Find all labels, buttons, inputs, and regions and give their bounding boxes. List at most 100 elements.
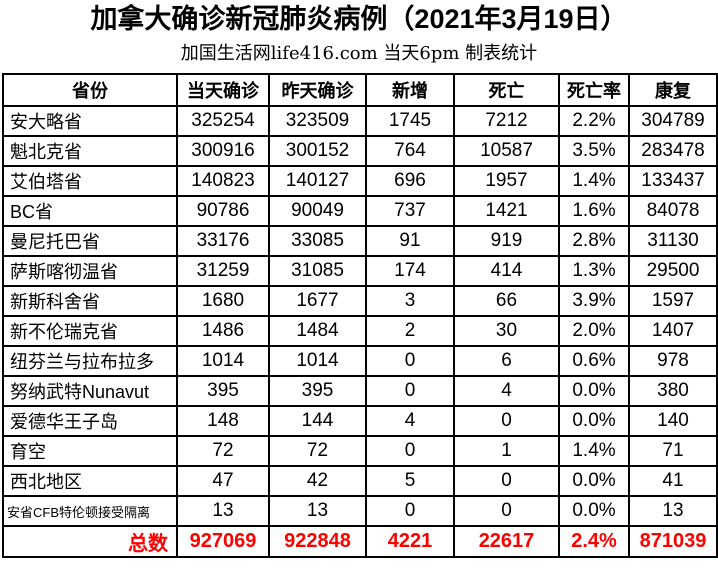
value-cell: 0: [365, 375, 455, 407]
value-cell: 3: [365, 285, 455, 317]
value-cell: 1.3%: [558, 255, 630, 287]
table-row: 曼尼托巴省 33176 33085 91 919 2.8% 31130: [2, 225, 718, 257]
value-cell: 4: [365, 405, 455, 437]
table-row: 纽芬兰与拉布拉多 1014 1014 0 6 0.6% 978: [2, 345, 718, 377]
value-cell: 3.5%: [558, 135, 630, 167]
value-cell: 395: [268, 375, 367, 407]
value-cell: 90049: [268, 195, 367, 227]
value-cell: 380: [628, 375, 718, 407]
table-row: 艾伯塔省 140823 140127 696 1957 1.4% 133437: [2, 165, 718, 197]
value-cell: 13: [268, 495, 367, 527]
value-cell: 90786: [176, 195, 270, 227]
province-cell: 西北地区: [2, 465, 178, 497]
value-cell: 144: [268, 405, 367, 437]
value-cell: 1486: [176, 315, 270, 347]
value-cell: 922848: [268, 525, 367, 558]
value-cell: 1484: [268, 315, 367, 347]
value-cell: 0: [453, 405, 560, 437]
header-cell-4: 死亡: [453, 73, 560, 107]
province-cell: 努纳武特Nunavut: [2, 375, 178, 407]
value-cell: 325254: [176, 105, 270, 137]
value-cell: 47: [176, 465, 270, 497]
value-cell: 6: [453, 345, 560, 377]
value-cell: 1014: [176, 345, 270, 377]
value-cell: 72: [176, 435, 270, 467]
value-cell: 41: [628, 465, 718, 497]
province-cell: 新不伦瑞克省: [2, 315, 178, 347]
total-label: 总数: [2, 525, 178, 558]
value-cell: 174: [365, 255, 455, 287]
value-cell: 1.4%: [558, 165, 630, 197]
value-cell: 4: [453, 375, 560, 407]
value-cell: 0.0%: [558, 375, 630, 407]
value-cell: 1: [453, 435, 560, 467]
table-row: 萨斯喀彻温省 31259 31085 174 414 1.3% 29500: [2, 255, 718, 287]
value-cell: 2: [365, 315, 455, 347]
province-cell: 萨斯喀彻温省: [2, 255, 178, 287]
value-cell: 323509: [268, 105, 367, 137]
value-cell: 4221: [365, 525, 455, 558]
value-cell: 71: [628, 435, 718, 467]
value-cell: 414: [453, 255, 560, 287]
value-cell: 31259: [176, 255, 270, 287]
value-cell: 304789: [628, 105, 718, 137]
value-cell: 33176: [176, 225, 270, 257]
total-row: 总数 927069 922848 4221 22617 2.4% 871039: [2, 525, 718, 558]
province-cell: 安大略省: [2, 105, 178, 137]
value-cell: 140823: [176, 165, 270, 197]
value-cell: 1597: [628, 285, 718, 317]
value-cell: 13: [628, 495, 718, 527]
province-cell: 爱德华王子岛: [2, 405, 178, 437]
value-cell: 2.0%: [558, 315, 630, 347]
value-cell: 919: [453, 225, 560, 257]
value-cell: 0: [365, 495, 455, 527]
value-cell: 140: [628, 405, 718, 437]
value-cell: 2.2%: [558, 105, 630, 137]
value-cell: 0.0%: [558, 405, 630, 437]
value-cell: 22617: [453, 525, 560, 558]
value-cell: 1.6%: [558, 195, 630, 227]
header-cell-3: 新增: [365, 73, 455, 107]
header-row: 省份 当天确诊 昨天确诊 新增 死亡 死亡率 康复: [2, 73, 718, 107]
province-cell: BC省: [2, 195, 178, 227]
header-cell-6: 康复: [628, 73, 718, 107]
value-cell: 66: [453, 285, 560, 317]
value-cell: 13: [176, 495, 270, 527]
value-cell: 1421: [453, 195, 560, 227]
table-row: 爱德华王子岛 148 144 4 0 0.0% 140: [2, 405, 718, 437]
value-cell: 0: [453, 495, 560, 527]
value-cell: 10587: [453, 135, 560, 167]
header-cell-0: 省份: [2, 73, 178, 107]
table-row: 新不伦瑞克省 1486 1484 2 30 2.0% 1407: [2, 315, 718, 347]
value-cell: 31085: [268, 255, 367, 287]
value-cell: 978: [628, 345, 718, 377]
table-row: 西北地区 47 42 5 0 0.0% 41: [2, 465, 718, 497]
header-cell-2: 昨天确诊: [268, 73, 367, 107]
table-row: 育空 72 72 0 1 1.4% 71: [2, 435, 718, 467]
value-cell: 395: [176, 375, 270, 407]
value-cell: 1.4%: [558, 435, 630, 467]
province-cell: 魁北克省: [2, 135, 178, 167]
value-cell: 1407: [628, 315, 718, 347]
header-cell-5: 死亡率: [558, 73, 630, 107]
value-cell: 91: [365, 225, 455, 257]
province-cell: 育空: [2, 435, 178, 467]
value-cell: 2.8%: [558, 225, 630, 257]
province-cell: 新斯科舍省: [2, 285, 178, 317]
value-cell: 0.6%: [558, 345, 630, 377]
table-row: 努纳武特Nunavut 395 395 0 4 0.0% 380: [2, 375, 718, 407]
value-cell: 33085: [268, 225, 367, 257]
province-cell: 曼尼托巴省: [2, 225, 178, 257]
value-cell: 7212: [453, 105, 560, 137]
value-cell: 1677: [268, 285, 367, 317]
province-cell: 安省CFB特伦顿接受隔离: [2, 495, 178, 527]
table-row: 安省CFB特伦顿接受隔离 13 13 0 0 0.0% 13: [2, 495, 718, 527]
value-cell: 0.0%: [558, 495, 630, 527]
province-cell: 艾伯塔省: [2, 165, 178, 197]
value-cell: 0.0%: [558, 465, 630, 497]
value-cell: 31130: [628, 225, 718, 257]
value-cell: 764: [365, 135, 455, 167]
value-cell: 140127: [268, 165, 367, 197]
value-cell: 148: [176, 405, 270, 437]
value-cell: 2.4%: [558, 525, 630, 558]
